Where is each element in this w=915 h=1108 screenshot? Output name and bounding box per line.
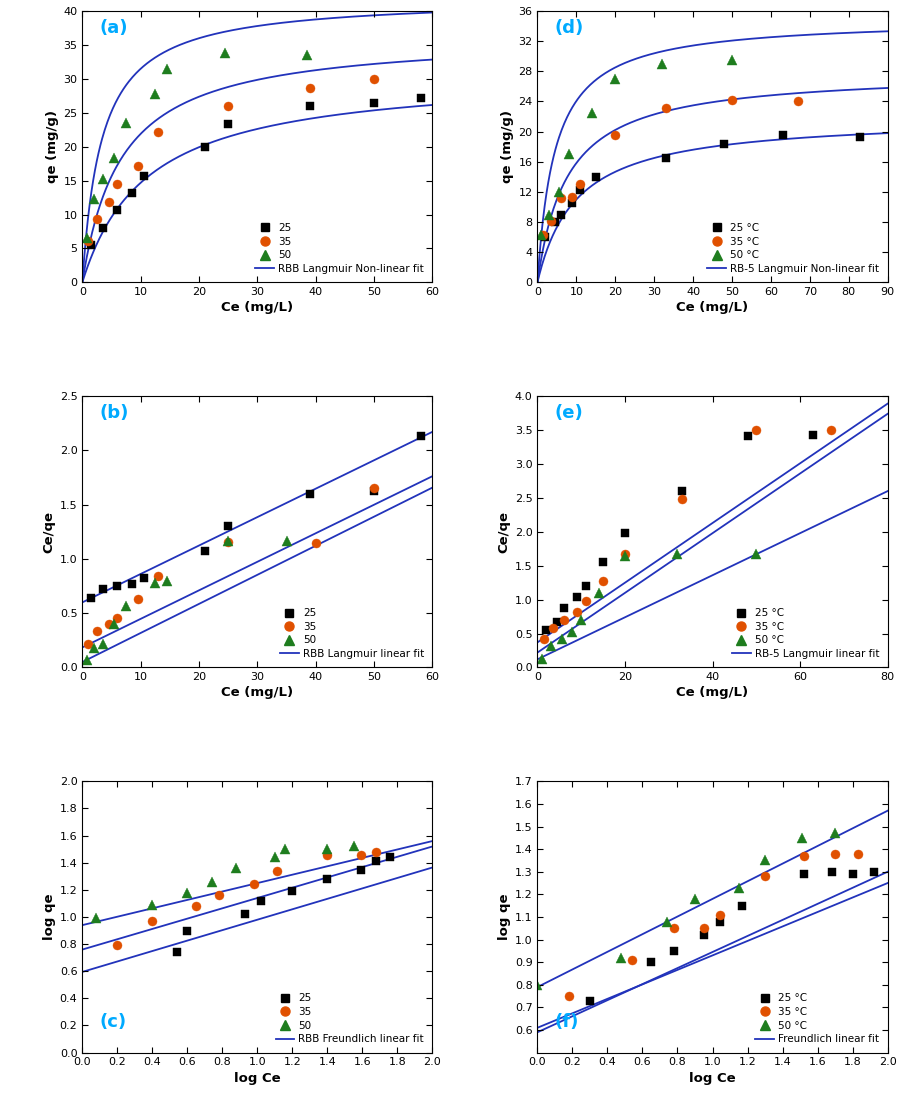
X-axis label: Ce (mg/L): Ce (mg/L) — [221, 301, 294, 315]
Text: (d): (d) — [555, 19, 584, 38]
X-axis label: Ce (mg/L): Ce (mg/L) — [676, 687, 748, 699]
Legend: 25 °C, 35 °C, 50 °C, Freundlich linear fit: 25 °C, 35 °C, 50 °C, Freundlich linear f… — [752, 991, 882, 1047]
X-axis label: log Ce: log Ce — [234, 1071, 281, 1085]
X-axis label: Ce (mg/L): Ce (mg/L) — [676, 301, 748, 315]
Text: (f): (f) — [555, 1013, 579, 1030]
Legend: 25, 35, 50, RBB Langmuir linear fit: 25, 35, 50, RBB Langmuir linear fit — [277, 605, 427, 663]
Text: (c): (c) — [100, 1013, 127, 1030]
Legend: 25, 35, 50, RBB Langmuir Non-linear fit: 25, 35, 50, RBB Langmuir Non-linear fit — [253, 219, 427, 277]
Y-axis label: log qe: log qe — [43, 894, 56, 941]
X-axis label: Ce (mg/L): Ce (mg/L) — [221, 687, 294, 699]
Legend: 25 °C, 35 °C, 50 °C, RB-5 Langmuir Non-linear fit: 25 °C, 35 °C, 50 °C, RB-5 Langmuir Non-l… — [705, 219, 882, 277]
Y-axis label: Ce/qe: Ce/qe — [43, 511, 56, 553]
Y-axis label: qe (mg/g): qe (mg/g) — [46, 110, 59, 183]
Text: (a): (a) — [100, 19, 128, 38]
Y-axis label: log qe: log qe — [498, 894, 511, 941]
X-axis label: log Ce: log Ce — [689, 1071, 736, 1085]
Text: (e): (e) — [555, 404, 584, 422]
Y-axis label: Ce/qe: Ce/qe — [498, 511, 511, 553]
Text: (b): (b) — [100, 404, 129, 422]
Legend: 25, 35, 50, RBB Freundlich linear fit: 25, 35, 50, RBB Freundlich linear fit — [273, 991, 427, 1047]
Legend: 25 °C, 35 °C, 50 °C, RB-5 Langmuir linear fit: 25 °C, 35 °C, 50 °C, RB-5 Langmuir linea… — [728, 605, 882, 663]
Y-axis label: qe (mg/g): qe (mg/g) — [501, 110, 514, 183]
